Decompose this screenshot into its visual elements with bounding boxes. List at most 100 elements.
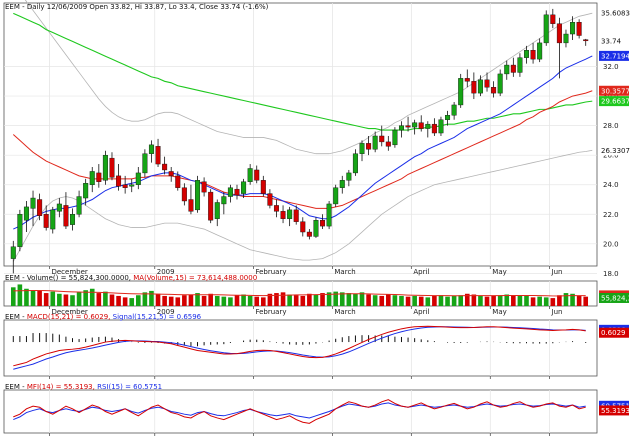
candle-body [405,125,411,128]
volume-bar [76,292,82,306]
volume-bar [543,297,549,306]
candle-body [155,146,161,165]
mfi-title: EEM - MFI(14) = 55.3193, RSI(15) = 60.57… [5,383,162,391]
mfi-tag-mfi-bg [599,405,629,416]
volume-bar [135,295,141,306]
month-label: December [51,308,87,316]
candle-body [23,206,29,221]
candle-body [181,187,187,202]
volume-bar [484,296,490,306]
candle-body [537,42,543,60]
candle-body [43,214,49,228]
volume-bar [458,295,464,306]
volume-bar [10,287,16,306]
candle-body [63,205,69,227]
candle-body [214,202,220,219]
volume-bar [274,293,279,306]
price-tag-close-bg [599,35,629,46]
candle-body [135,172,141,185]
candle-body [464,78,470,82]
volume-title-label: EEM - Volume() = 55,824,300.0000, [5,274,133,282]
volume-bar [50,291,56,306]
candle-body [241,181,247,194]
volume-bar [451,295,457,306]
macd-title-prefix: EEM - [5,313,27,321]
candle-body [260,180,266,194]
volume-bar [221,296,227,306]
candle-body [392,129,398,146]
volume-bar [405,296,411,306]
volume-bar [530,297,536,306]
volume-bar [234,295,240,306]
volume-bar [372,295,378,306]
price-tag-ma-slow: 29.6637 [601,98,630,106]
candle-body [102,154,108,181]
volume-title: EEM - Volume() = 55,824,300.0000, MA(Vol… [5,274,257,282]
volume-bar [241,294,246,306]
mfi-label: MFI(14) = 55.3193, [27,383,95,391]
plot-layer [10,0,593,424]
volume-bar [201,295,207,306]
volume-bar [30,290,36,306]
volume-bar [70,295,75,306]
volume-bar [379,295,385,306]
volume-bar [326,292,332,306]
candle-body [523,50,529,58]
volume-bar [471,294,477,306]
volume-bar [43,293,49,306]
volume-bar [103,291,108,306]
candle-body [550,14,556,24]
candle-body [517,57,523,73]
candle-body [162,163,168,171]
signal-label: Signal(15,21,5) = 0.6596 [113,313,202,321]
price-tag-close: 33.74 [601,37,622,45]
candle-body [425,123,431,129]
volume-bar [570,293,575,306]
volume-bar [478,295,483,306]
ma-fast-line [13,55,593,230]
candle-body [148,144,154,154]
volume-bar [129,298,135,306]
volume-bar [287,294,292,306]
price-tag-band-lower: 26.3307 [601,147,630,155]
volume-bar [537,296,542,306]
volume-bar [313,294,319,306]
candle-body [254,169,260,181]
volume-bar [550,298,556,306]
price-tag-band-upper-bg [599,8,629,19]
candle-body [30,197,36,209]
volume-bar [182,295,187,306]
price-tag-ma-fast-bg [599,50,629,61]
price-title: EEM - Daily 12/06/2009 Open 33.82, Hi 33… [5,3,269,11]
candle-body [109,157,115,178]
price-tag-ma-slow-bg [599,96,629,107]
candle-body [510,64,516,73]
ma-mid-line [12,90,593,209]
volume-bar [557,295,562,306]
mfi-title-prefix: EEM - [5,383,27,391]
volume-tag-volume-bg [599,292,629,303]
candle-body [300,221,306,233]
volume-bar [168,296,174,306]
month-label: March [334,268,355,276]
price-tag-ma-fast: 32.7194 [601,52,630,60]
volume-bar [386,294,391,306]
volume-bar [412,295,417,306]
volume-bar [425,297,431,306]
volume-bar [247,295,253,306]
candle-body [17,214,23,247]
volume-bar [228,297,233,306]
candle-body [333,187,339,205]
candle-body [491,87,497,94]
candle-body [556,23,562,44]
price-tag-ma-mid: 30.3577 [601,87,630,95]
candle-body [89,171,95,185]
volume-bar [353,293,358,306]
volume-bar [116,295,121,306]
volume-bar [563,293,569,306]
volume-bar [399,295,404,306]
candle-body [70,214,76,225]
price-tick-label: 26.0 [603,152,619,160]
volume-bar [254,296,260,306]
macd-panel-frame [3,319,598,377]
